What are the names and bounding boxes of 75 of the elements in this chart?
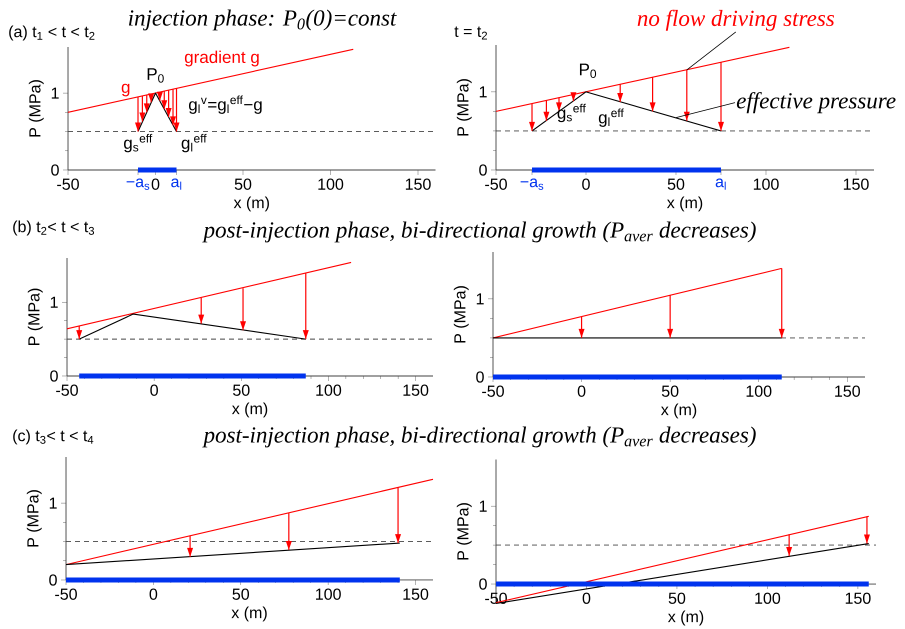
chart-title: (a) t$_{1}$ < t < t$_{2}$ xyxy=(9,26,94,40)
y-axis-title: P (MPa) xyxy=(456,503,472,560)
x-tick-label: 50 xyxy=(668,178,684,190)
x-tick-label: 0 xyxy=(582,178,590,190)
annotation: effective pressure xyxy=(736,92,896,114)
x-tick-label: 150 xyxy=(835,386,860,397)
y-tick-label: 1 xyxy=(50,498,57,509)
y-tick-label: 0 xyxy=(476,371,484,383)
annotation: g xyxy=(122,84,130,96)
x-tick-label: 150 xyxy=(406,178,431,190)
x-tick-label: 150 xyxy=(403,588,428,600)
x-tick-label: -50 xyxy=(485,178,507,190)
y-tick-label: 1 xyxy=(480,500,487,512)
y-tick-label: 0 xyxy=(49,574,57,586)
y-tick-label: 0 xyxy=(479,578,487,590)
y-axis-title: P (MPa) xyxy=(454,286,469,343)
x-axis-title: x (m) xyxy=(660,404,696,418)
x-tick-label: 100 xyxy=(754,178,779,190)
annotation: g$_{l}$eff xyxy=(598,108,624,127)
x-tick-label: 150 xyxy=(403,384,428,396)
x-tick-label: -50 xyxy=(57,178,79,190)
y-tick-label: 1 xyxy=(52,88,59,99)
x-tick-label: 50 xyxy=(233,384,250,396)
x-axis-title: x (m) xyxy=(666,196,702,212)
y-tick-label: 1 xyxy=(480,86,487,98)
chart-title: (b) t$_{2}$< t < t$_{3}$ xyxy=(13,220,94,236)
chart-title: (c) t$_{3}$< t < t$_{4}$ xyxy=(13,430,94,444)
annotation: g$_{s}$eff xyxy=(124,134,152,152)
chart-subtitle: post-injection phase, bi-directional growth (P$_{aver}$ decreases) xyxy=(202,222,756,242)
annotation: g$_{l}$$^{v}$=g$_{l}$$^{eff}$−g xyxy=(188,95,262,114)
x-tick-label: 50 xyxy=(662,386,678,397)
y-tick-label: 1 xyxy=(50,296,58,308)
y-axis-title: P (MPa) xyxy=(456,79,472,136)
annotation: g$_{l}$eff xyxy=(182,134,207,152)
annotation: P$_{0}$ xyxy=(580,64,596,78)
y-tick-label: 0 xyxy=(479,164,487,176)
x-tick-label: 100 xyxy=(755,592,780,604)
x-tick-label: 0 xyxy=(582,592,590,604)
chart-subtitle: injection phase: P$_{0}$(0)=const xyxy=(128,10,397,30)
y-axis-title: P (MPa) xyxy=(28,288,43,346)
chart-title: t = t$_{2}$ xyxy=(454,26,487,40)
x-axis-title: x (m) xyxy=(231,606,267,622)
chart-subtitle: post-injection phase, bi-directional growth (P$_{aver}$ decreases) xyxy=(202,426,756,448)
annotation: no flow driving stress xyxy=(638,10,834,31)
y-axis-title: P (MPa) xyxy=(26,490,42,547)
annotation: gradient g xyxy=(184,50,259,66)
annotation: g$_{s}$eff xyxy=(558,104,586,122)
annotation: P$_{0}$ xyxy=(148,68,164,83)
x-tick-label: 50 xyxy=(234,178,252,190)
y-tick-label: 0 xyxy=(51,164,59,176)
x-axis-title: x (m) xyxy=(668,610,704,626)
x-tick-label: 150 xyxy=(844,178,869,190)
x-tick-label: a$_{l}$ xyxy=(171,178,182,190)
x-tick-label: 100 xyxy=(316,588,341,600)
x-tick-label: 0 xyxy=(150,588,158,600)
x-tick-label: 100 xyxy=(746,386,772,397)
x-tick-label: 0 xyxy=(152,178,160,190)
x-tick-label: 0 xyxy=(150,384,158,396)
x-tick-label: 50 xyxy=(232,588,250,600)
y-tick-label: 0 xyxy=(50,370,58,382)
x-tick-label: −a$_{s}$ xyxy=(126,178,150,190)
y-axis-title: P (MPa) xyxy=(28,80,44,137)
x-tick-label: 100 xyxy=(316,384,342,396)
x-axis-title: x (m) xyxy=(232,402,268,418)
x-tick-label: −a$_{s}$ xyxy=(520,178,544,190)
x-tick-label: a$_{l}$ xyxy=(716,178,726,190)
x-tick-label: 100 xyxy=(318,178,344,190)
x-tick-label: 50 xyxy=(668,592,686,604)
y-tick-label: 1 xyxy=(476,293,484,304)
x-tick-label: -50 xyxy=(482,386,504,397)
x-tick-label: -50 xyxy=(56,384,78,396)
x-axis-title: x (m) xyxy=(234,196,269,212)
x-tick-label: 0 xyxy=(578,386,586,397)
x-tick-label: 150 xyxy=(846,592,871,604)
x-tick-label: -50 xyxy=(55,588,77,600)
